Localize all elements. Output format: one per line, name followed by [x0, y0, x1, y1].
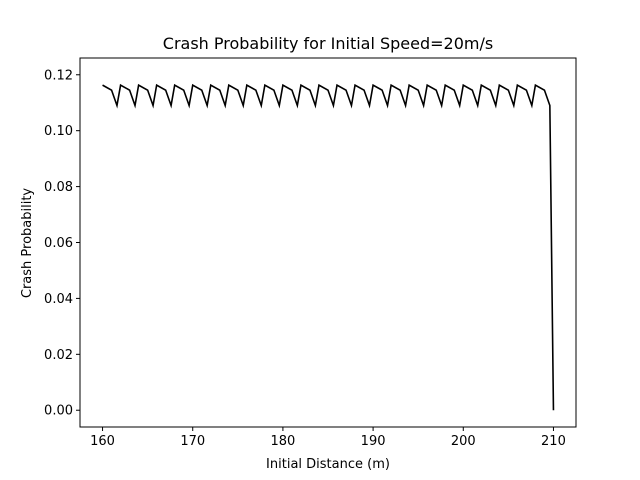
y-tick-label: 0.02	[44, 348, 73, 363]
x-tick-label: 160	[90, 434, 115, 449]
x-tick-label: 210	[541, 434, 566, 449]
x-tick-label: 190	[361, 434, 386, 449]
series-line-1	[102, 83, 555, 411]
x-axis-ticks: 160 170 180 190 200 210	[90, 427, 566, 449]
x-tick-label: 170	[180, 434, 205, 449]
y-tick-label: 0.12	[44, 68, 73, 83]
x-tick-label: 180	[270, 434, 295, 449]
y-axis-ticks: 0.00 0.02 0.04 0.06 0.08 0.10 0.12	[44, 68, 80, 419]
plot-area	[102, 83, 555, 411]
chart-title: Crash Probability for Initial Speed=20m/…	[163, 34, 493, 53]
y-tick-label: 0.06	[44, 236, 73, 251]
y-tick-label: 0.04	[44, 292, 73, 307]
y-axis-label: Crash Probability	[20, 188, 35, 299]
x-tick-label: 200	[451, 434, 476, 449]
y-tick-label: 0.10	[44, 124, 73, 139]
y-tick-label: 0.00	[44, 404, 73, 419]
y-tick-label: 0.08	[44, 180, 73, 195]
x-axis-label: Initial Distance (m)	[266, 457, 390, 472]
